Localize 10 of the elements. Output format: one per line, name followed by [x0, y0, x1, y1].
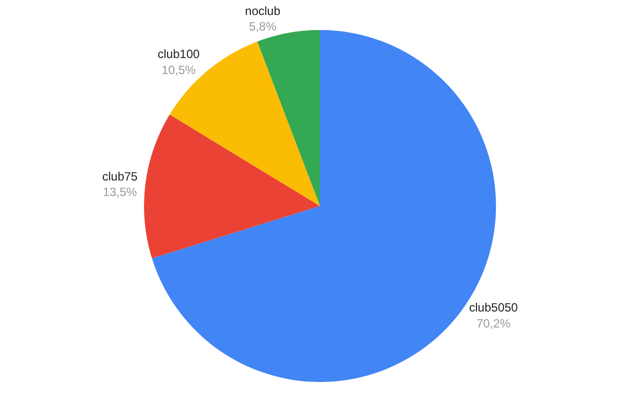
slice-label: club75 — [102, 169, 138, 184]
slice-label: club100 — [158, 47, 200, 62]
data-label: 10,5% — [162, 62, 196, 77]
data-label: 13,5% — [102, 185, 138, 200]
data-label: 5,8% — [249, 19, 277, 34]
pie-slice — [144, 114, 320, 258]
pie-slice — [257, 30, 320, 206]
slice-label: noclub — [245, 4, 281, 18]
slice-label: club5050 — [469, 300, 518, 315]
data-label: 70,2% — [476, 316, 511, 330]
